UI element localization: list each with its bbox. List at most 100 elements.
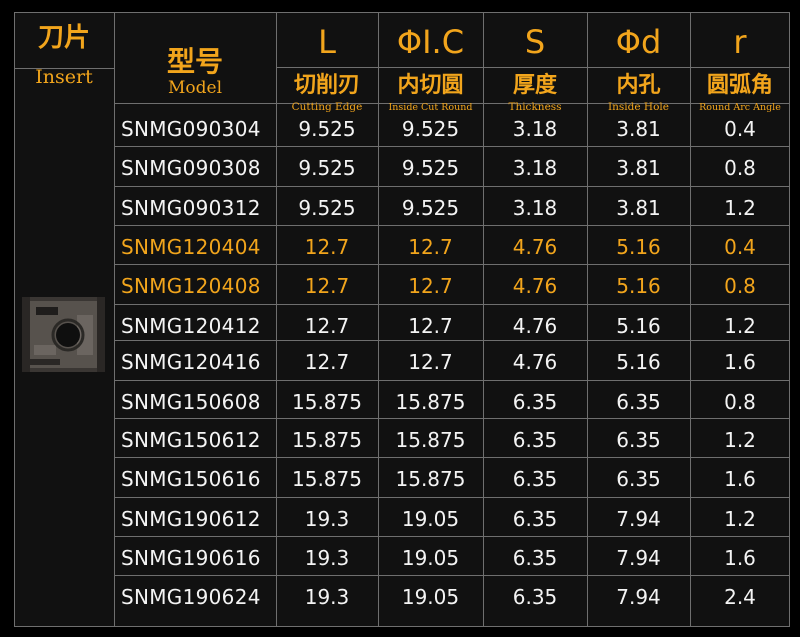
model-heading-en: Model xyxy=(167,78,223,98)
row-divider xyxy=(114,575,790,576)
value-cell-l: 19.3 xyxy=(304,545,350,570)
col-r-label-cn: 圆弧角 xyxy=(706,73,773,98)
header-bottom-line xyxy=(114,103,790,104)
spec-table xyxy=(14,12,790,627)
value-cell-ic: 9.525 xyxy=(401,195,460,220)
value-cell-d: 6.35 xyxy=(616,389,661,414)
value-cell-d: 5.16 xyxy=(616,313,661,338)
model-cell: SNMG090312 xyxy=(121,195,261,220)
col-line-3 xyxy=(378,12,379,627)
col-ic-label-en: Inside Cut Round xyxy=(388,101,473,113)
value-cell-d: 6.35 xyxy=(616,466,661,491)
col-d-label-en: Inside Hole xyxy=(608,101,669,113)
value-cell-r: 1.2 xyxy=(724,195,756,220)
value-cell-s: 3.18 xyxy=(512,195,558,220)
col-l-symbol: L xyxy=(318,23,336,61)
value-cell-ic: 19.05 xyxy=(401,545,460,570)
col-line-5 xyxy=(587,12,588,627)
value-cell-d: 6.35 xyxy=(616,427,661,452)
header-divider-insert xyxy=(14,68,114,69)
row-divider xyxy=(114,457,790,458)
col-ic-label-cn: 内切圆 xyxy=(397,73,464,98)
model-cell: SNMG120404 xyxy=(121,234,261,259)
value-cell-r: 1.2 xyxy=(724,427,756,452)
model-cell: SNMG150608 xyxy=(121,389,261,414)
value-cell-s: 6.35 xyxy=(512,584,558,609)
model-heading-cn: 型号 xyxy=(166,45,223,78)
value-cell-ic: 15.875 xyxy=(395,466,466,491)
value-cell-r: 1.6 xyxy=(724,466,756,491)
header-divider-symbols xyxy=(276,67,790,68)
value-cell-s: 6.35 xyxy=(512,389,558,414)
col-line-4 xyxy=(483,12,484,627)
col-s-label-cn: 厚度 xyxy=(512,73,557,98)
value-cell-l: 19.3 xyxy=(304,584,350,609)
col-d-label-cn: 内孔 xyxy=(616,73,661,98)
value-cell-r: 0.8 xyxy=(724,273,756,298)
row-divider xyxy=(114,264,790,265)
value-cell-l: 15.875 xyxy=(292,389,362,414)
value-cell-ic: 9.525 xyxy=(401,116,460,141)
value-cell-r: 0.8 xyxy=(724,389,756,414)
model-cell: SNMG120412 xyxy=(121,313,261,338)
value-cell-d: 5.16 xyxy=(616,273,661,298)
row-divider xyxy=(114,340,790,341)
row-divider xyxy=(114,304,790,305)
row-divider xyxy=(114,146,790,147)
model-cell: SNMG150616 xyxy=(121,466,261,491)
value-cell-r: 1.6 xyxy=(724,545,756,570)
model-cell: SNMG150612 xyxy=(121,427,261,452)
col-l-label-en: Cutting Edge xyxy=(291,101,363,113)
value-cell-s: 4.76 xyxy=(512,234,558,259)
value-cell-ic: 15.875 xyxy=(395,427,466,452)
value-cell-r: 1.2 xyxy=(724,313,756,338)
value-cell-ic: 9.525 xyxy=(401,155,460,180)
value-cell-l: 19.3 xyxy=(304,506,350,531)
value-cell-l: 12.7 xyxy=(304,313,350,338)
model-cell: SNMG090304 xyxy=(121,116,261,141)
value-cell-ic: 12.7 xyxy=(408,313,453,338)
value-cell-d: 3.81 xyxy=(616,155,661,180)
value-cell-r: 0.8 xyxy=(724,155,756,180)
value-cell-d: 5.16 xyxy=(616,349,661,374)
value-cell-ic: 19.05 xyxy=(401,584,460,609)
col-line-1 xyxy=(114,12,115,627)
value-cell-l: 15.875 xyxy=(292,466,362,491)
value-cell-r: 1.6 xyxy=(724,349,756,374)
col-l-label-cn: 切削刃 xyxy=(293,73,360,98)
value-cell-l: 9.525 xyxy=(298,116,356,141)
model-cell: SNMG190612 xyxy=(121,506,261,531)
value-cell-l: 9.525 xyxy=(298,155,356,180)
value-cell-d: 3.81 xyxy=(616,116,661,141)
value-cell-l: 12.7 xyxy=(304,349,350,374)
value-cell-r: 2.4 xyxy=(724,584,756,609)
value-cell-s: 4.76 xyxy=(512,313,558,338)
value-cell-d: 7.94 xyxy=(616,506,661,531)
value-cell-s: 4.76 xyxy=(512,349,558,374)
value-cell-ic: 19.05 xyxy=(401,506,460,531)
row-divider xyxy=(114,186,790,187)
value-cell-r: 0.4 xyxy=(724,234,756,259)
insert-heading-en: Insert xyxy=(35,66,93,88)
model-cell: SNMG120416 xyxy=(121,349,261,374)
value-cell-r: 0.4 xyxy=(724,116,756,141)
col-line-2 xyxy=(276,12,277,627)
row-divider xyxy=(114,225,790,226)
model-cell: SNMG090308 xyxy=(121,155,261,180)
model-cell: SNMG120408 xyxy=(121,273,261,298)
value-cell-l: 12.7 xyxy=(304,273,350,298)
value-cell-ic: 12.7 xyxy=(408,234,453,259)
row-divider xyxy=(114,536,790,537)
col-s-label-en: Thickness xyxy=(508,101,562,113)
model-cell: SNMG190624 xyxy=(121,584,261,609)
value-cell-d: 5.16 xyxy=(616,234,661,259)
value-cell-r: 1.2 xyxy=(724,506,756,531)
value-cell-s: 6.35 xyxy=(512,545,558,570)
value-cell-s: 6.35 xyxy=(512,427,558,452)
value-cell-l: 15.875 xyxy=(292,427,362,452)
col-r-label-en: Round Arc Angle xyxy=(699,101,781,113)
col-line-6 xyxy=(690,12,691,627)
value-cell-ic: 12.7 xyxy=(408,349,453,374)
value-cell-s: 4.76 xyxy=(512,273,558,298)
col-ic-symbol: ΦI.C xyxy=(396,23,465,61)
